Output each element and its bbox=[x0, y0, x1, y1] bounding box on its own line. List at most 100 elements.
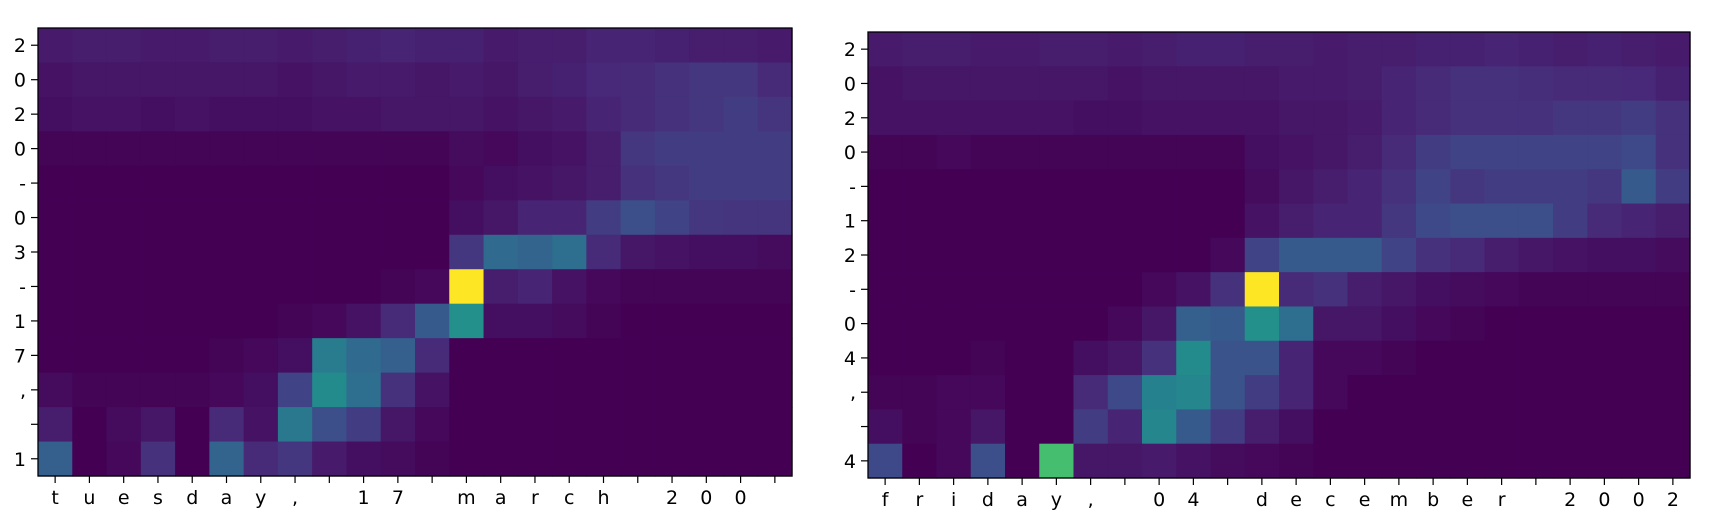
heatmap-cell bbox=[1176, 237, 1212, 273]
heatmap-cell bbox=[415, 131, 450, 167]
heatmap-cell bbox=[620, 303, 656, 339]
heatmap-cell bbox=[1518, 203, 1554, 239]
heatmap-cell bbox=[140, 28, 176, 64]
heatmap-cell bbox=[1381, 306, 1417, 342]
heatmap-cell bbox=[1450, 306, 1486, 342]
heatmap-cell bbox=[1244, 409, 1280, 445]
x-tick-label: e bbox=[118, 487, 130, 509]
heatmap-cell bbox=[586, 338, 622, 374]
heatmap-cell bbox=[106, 338, 142, 374]
heatmap-cell bbox=[1587, 32, 1623, 67]
heatmap-cell bbox=[1107, 237, 1143, 273]
heatmap-cell bbox=[517, 131, 553, 167]
heatmap-cell bbox=[552, 303, 587, 339]
heatmap-cell bbox=[415, 200, 450, 236]
heatmap-cell bbox=[1244, 32, 1280, 67]
heatmap-cell bbox=[1553, 409, 1588, 445]
heatmap-cell bbox=[1244, 169, 1280, 205]
heatmap-cell bbox=[346, 303, 382, 339]
heatmap-cell bbox=[1621, 272, 1657, 308]
heatmap-cell bbox=[1210, 340, 1246, 376]
heatmap-cell bbox=[209, 269, 245, 305]
heatmap-cell bbox=[1039, 100, 1075, 136]
heatmap-cell bbox=[449, 303, 485, 339]
heatmap-cell bbox=[1416, 409, 1451, 445]
heatmap-cell bbox=[1176, 272, 1212, 308]
heatmap-cell bbox=[106, 303, 142, 339]
heatmap-cell bbox=[723, 62, 759, 98]
heatmap-cell bbox=[175, 96, 210, 132]
heatmap-cell bbox=[1176, 375, 1212, 410]
heatmap-cell bbox=[970, 32, 1006, 67]
heatmap-cell bbox=[1107, 375, 1143, 410]
heatmap-cell bbox=[277, 131, 313, 167]
heatmap-cell bbox=[1518, 306, 1554, 342]
heatmap-cell bbox=[1655, 340, 1691, 376]
heatmap-cell bbox=[620, 96, 656, 132]
heatmap-cell bbox=[517, 96, 553, 132]
x-tick-label: 0 bbox=[700, 487, 712, 509]
heatmap-cell bbox=[1073, 134, 1109, 170]
heatmap-cell bbox=[1381, 66, 1417, 102]
heatmap-cell bbox=[277, 96, 313, 132]
heatmap-cell bbox=[552, 165, 587, 201]
heatmap-cell bbox=[1142, 306, 1177, 342]
heatmap-cell bbox=[757, 62, 793, 98]
heatmap-cell bbox=[1518, 272, 1554, 308]
heatmap-cell bbox=[970, 306, 1006, 342]
heatmap-cell bbox=[1381, 375, 1417, 410]
heatmap-cell bbox=[723, 441, 759, 477]
heatmap-cell bbox=[1210, 375, 1246, 410]
heatmap-cell bbox=[723, 407, 759, 443]
heatmap-cell bbox=[175, 62, 210, 98]
heatmap-cell bbox=[1313, 443, 1349, 479]
heatmap-cell bbox=[1073, 203, 1109, 239]
heatmap-cell bbox=[72, 372, 108, 408]
heatmap-cell bbox=[72, 234, 108, 270]
heatmap-cell bbox=[415, 165, 450, 201]
heatmap-cell bbox=[1210, 32, 1246, 67]
y-tick-label: 0 bbox=[14, 139, 26, 161]
heatmap-cell bbox=[38, 338, 73, 374]
heatmap-cell bbox=[175, 131, 210, 167]
heatmap-cell bbox=[346, 165, 382, 201]
heatmap-cell bbox=[1005, 32, 1040, 67]
heatmap-cell bbox=[868, 32, 903, 67]
heatmap-cell bbox=[312, 303, 348, 339]
heatmap-cell bbox=[140, 131, 176, 167]
heatmap-cell bbox=[517, 338, 553, 374]
heatmap-cell bbox=[483, 165, 519, 201]
heatmap-cell bbox=[1347, 134, 1383, 170]
heatmap-cell bbox=[483, 131, 519, 167]
heatmap-cell bbox=[106, 269, 142, 305]
heatmap-cell bbox=[415, 407, 450, 443]
heatmap-cell bbox=[1450, 169, 1486, 205]
y-tick-label: 3 bbox=[14, 242, 26, 264]
heatmap-cell bbox=[517, 165, 553, 201]
x-tick-label: c bbox=[1325, 489, 1335, 511]
heatmap-cell bbox=[483, 303, 519, 339]
heatmap-cell bbox=[175, 165, 210, 201]
heatmap-cell bbox=[1244, 237, 1280, 273]
heatmap-cell bbox=[868, 443, 903, 479]
heatmap-cell bbox=[312, 96, 348, 132]
heatmap-cell bbox=[723, 96, 759, 132]
heatmap-cell bbox=[936, 375, 972, 410]
heatmap-cell bbox=[1107, 203, 1143, 239]
heatmap-cell bbox=[346, 96, 382, 132]
heatmap-cell bbox=[757, 303, 793, 339]
heatmap-cell bbox=[902, 443, 938, 479]
heatmap-cell bbox=[106, 62, 142, 98]
heatmap-cell bbox=[209, 62, 245, 98]
heatmap-cell bbox=[312, 234, 348, 270]
heatmap-cell bbox=[586, 200, 622, 236]
heatmap-cell bbox=[483, 269, 519, 305]
heatmap-cell bbox=[689, 131, 725, 167]
heatmap-cell bbox=[1621, 306, 1657, 342]
heatmap-cell bbox=[1655, 134, 1691, 170]
heatmap-cell bbox=[1279, 32, 1314, 67]
heatmap-cell bbox=[654, 441, 690, 477]
heatmap-cell bbox=[1039, 443, 1075, 479]
heatmap-cell bbox=[723, 28, 759, 64]
heatmap-cell bbox=[689, 338, 725, 374]
